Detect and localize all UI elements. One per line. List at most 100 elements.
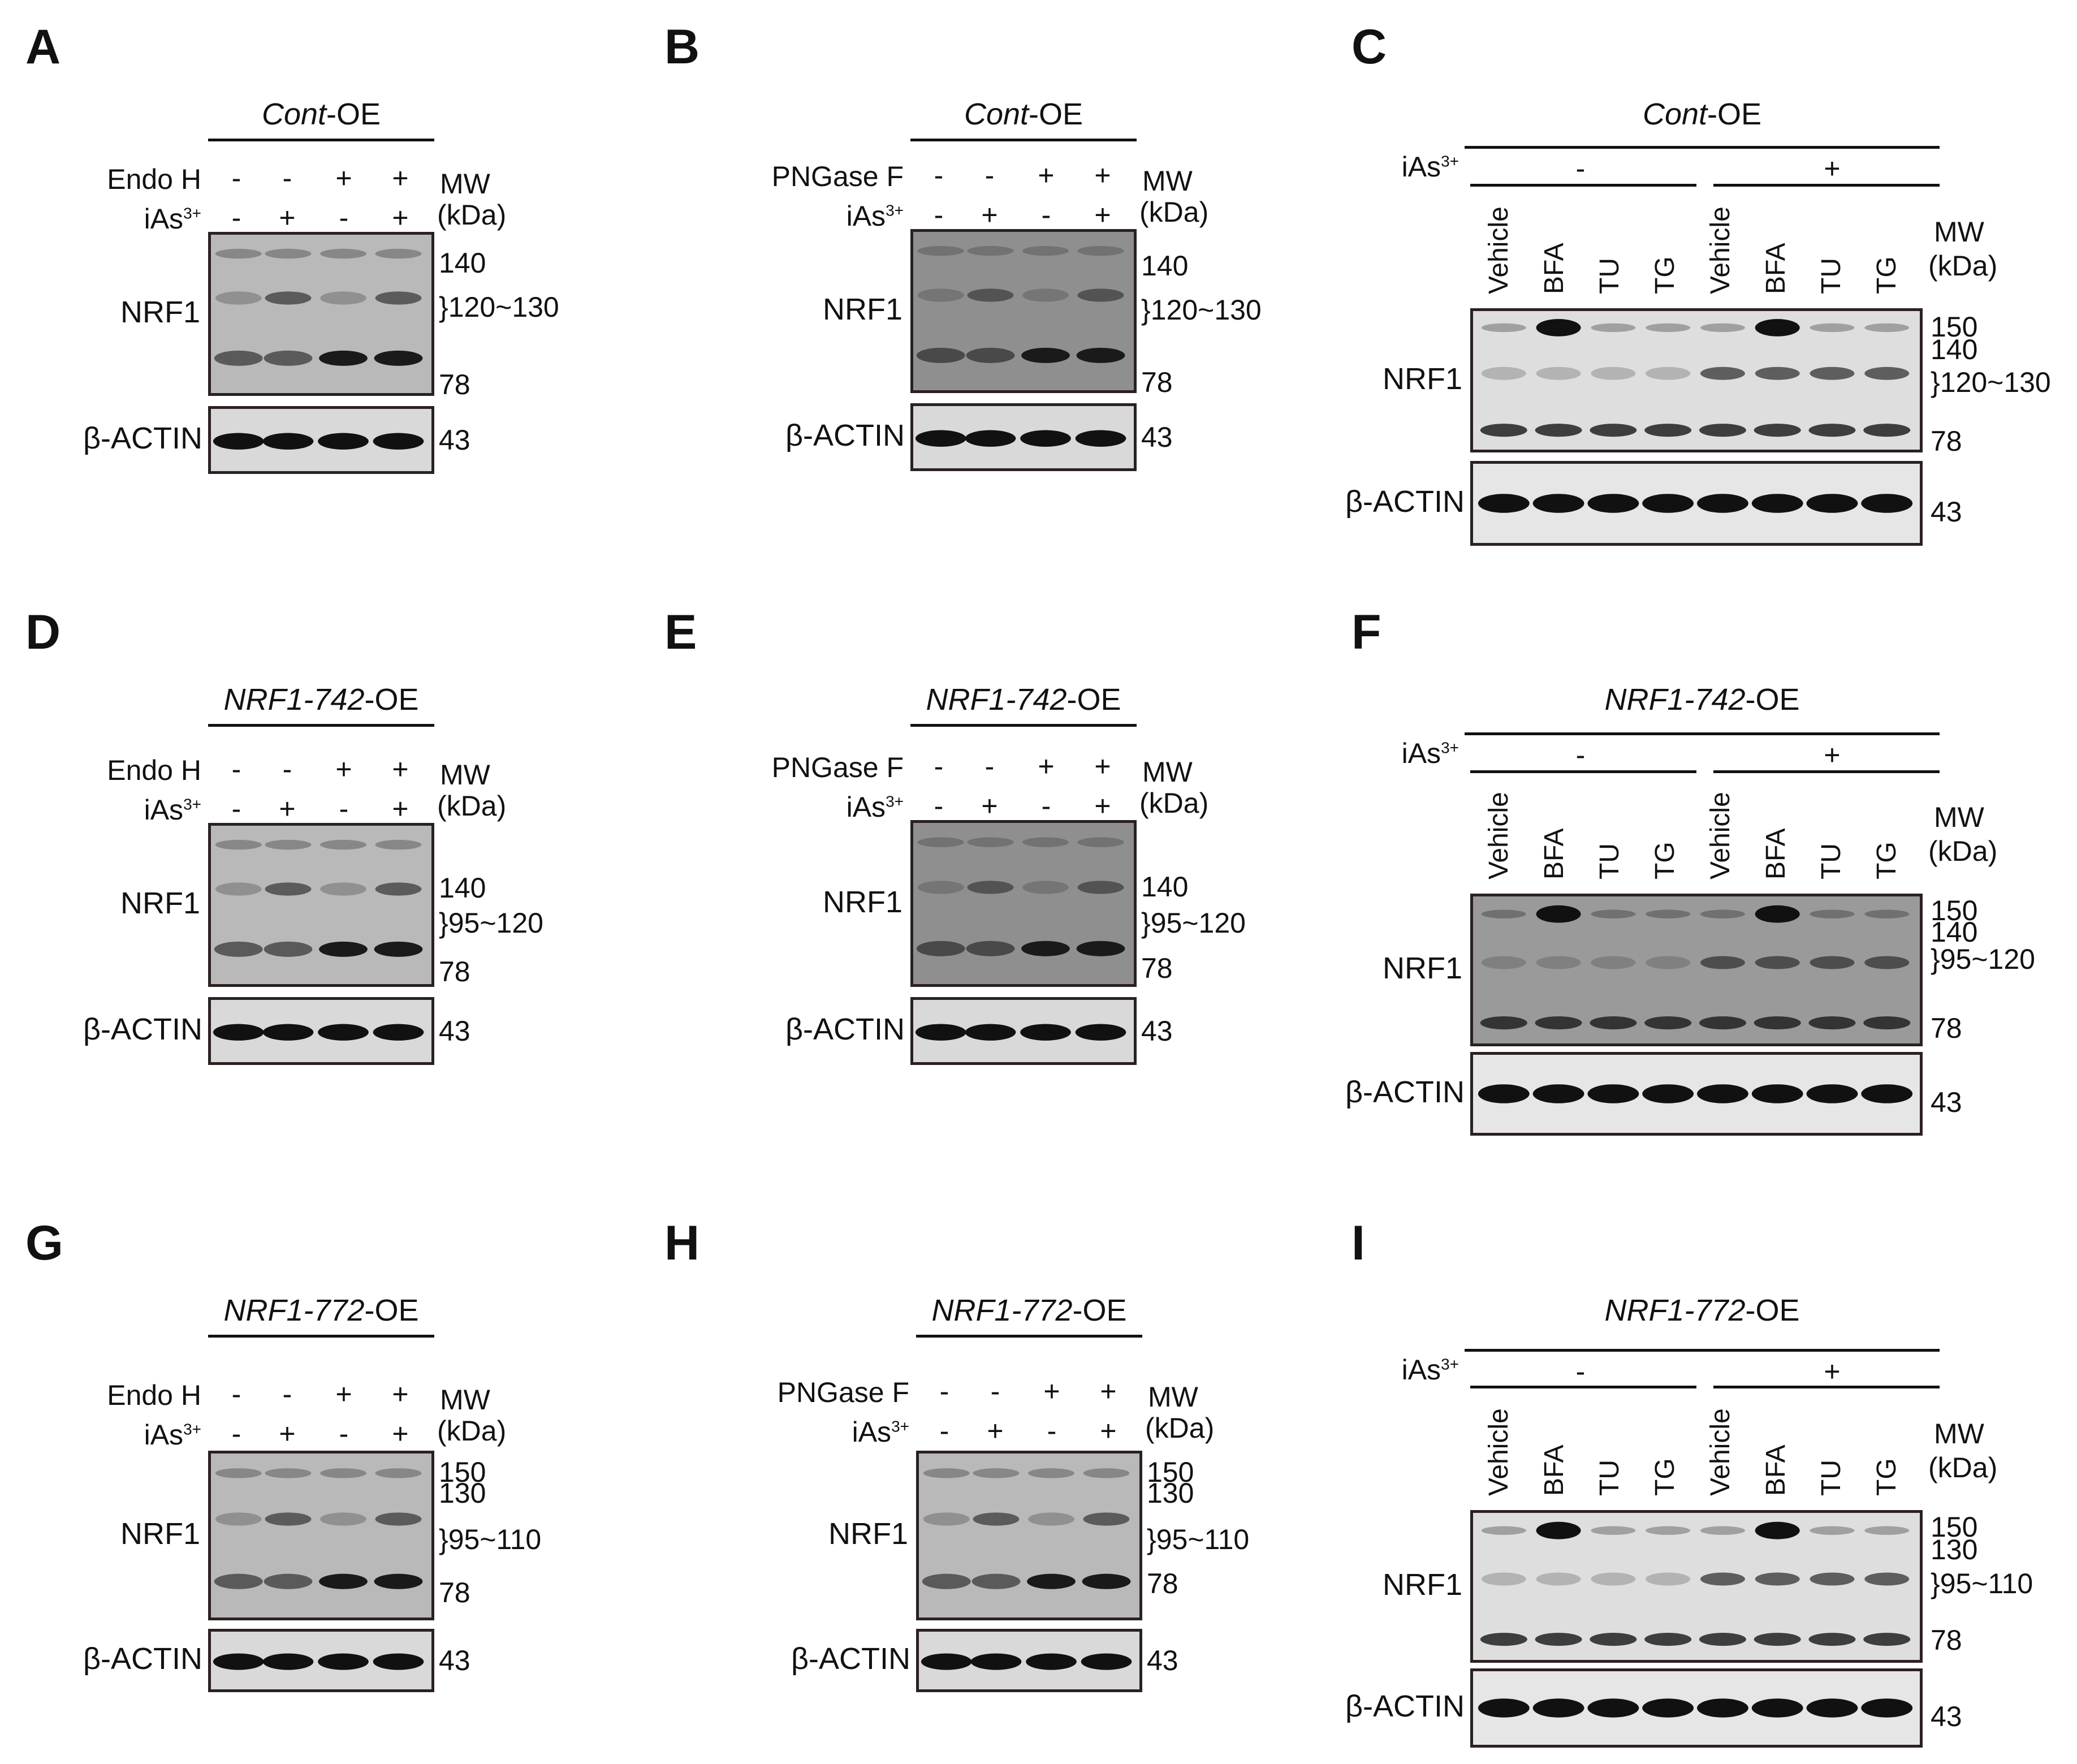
treatment-label: iAs3+ bbox=[1402, 153, 1459, 181]
protein-band bbox=[1021, 347, 1070, 363]
protein-band bbox=[1076, 347, 1125, 363]
mw-marker: 78 bbox=[1147, 1568, 1178, 1599]
protein-band bbox=[262, 1024, 314, 1041]
protein-band bbox=[1077, 881, 1124, 894]
treatment1-label: Endo H bbox=[107, 163, 201, 195]
mw-marker: 78 bbox=[1931, 425, 1962, 457]
lane-label: Vehicle bbox=[1705, 206, 1735, 294]
protein-band bbox=[1810, 956, 1855, 969]
mw-marker: }120~130 bbox=[1141, 294, 1262, 326]
protein-band bbox=[318, 433, 369, 450]
iAs-superscript: 3+ bbox=[183, 1420, 201, 1438]
protein-band bbox=[320, 1512, 366, 1526]
protein-band bbox=[1700, 1572, 1745, 1586]
protein-band bbox=[265, 882, 312, 896]
protein-band bbox=[1755, 1521, 1800, 1539]
protein-band bbox=[970, 1653, 1022, 1670]
group-line-minus bbox=[1470, 1386, 1696, 1388]
treatment2-sign: + bbox=[392, 1418, 409, 1450]
lane-label: TG bbox=[1872, 256, 1902, 294]
protein-band bbox=[1861, 494, 1913, 513]
lane-label: TU bbox=[1816, 1460, 1846, 1496]
protein-band bbox=[1646, 323, 1691, 333]
title-italic: NRF1-772 bbox=[223, 1293, 365, 1327]
treatment2-sign: - bbox=[231, 1418, 241, 1450]
protein-label: NRF1 bbox=[828, 1517, 908, 1551]
protein-band bbox=[1591, 366, 1636, 380]
protein-band bbox=[916, 941, 965, 956]
protein-band bbox=[1806, 1084, 1858, 1103]
protein-band bbox=[1864, 1526, 1910, 1535]
treatment1-sign: - bbox=[282, 1378, 292, 1410]
actin-marker: 43 bbox=[1147, 1645, 1178, 1676]
protein-band bbox=[1532, 1698, 1584, 1718]
protein-band bbox=[1536, 905, 1581, 923]
kda-label: (kDa) bbox=[437, 199, 507, 231]
protein-band bbox=[318, 1024, 369, 1041]
protein-band bbox=[1806, 1698, 1858, 1718]
protein-band bbox=[320, 882, 366, 896]
lane-label: BFA bbox=[1539, 828, 1569, 879]
treatment2-sign: + bbox=[279, 1418, 296, 1450]
protein-band bbox=[1480, 1633, 1527, 1646]
nrf1-blot bbox=[1470, 308, 1923, 452]
nrf1-blot bbox=[208, 823, 434, 987]
treatment2-sign: + bbox=[981, 790, 998, 822]
iAs-text: iAs bbox=[1401, 1354, 1441, 1386]
mw-marker: 78 bbox=[439, 1577, 470, 1608]
protein-band bbox=[1028, 1512, 1074, 1526]
protein-band bbox=[1642, 1698, 1694, 1718]
protein-band bbox=[1700, 366, 1745, 380]
loading-label: β-ACTIN bbox=[83, 421, 202, 455]
protein-band bbox=[1481, 323, 1526, 333]
kda-label: (kDa) bbox=[437, 790, 507, 822]
treatment2-label: iAs3+ bbox=[144, 796, 201, 824]
protein-band bbox=[214, 350, 263, 366]
protein-band bbox=[1810, 323, 1855, 333]
treatment1-sign: - bbox=[934, 159, 944, 191]
protein-band bbox=[1591, 956, 1636, 969]
protein-band bbox=[1864, 323, 1910, 333]
panel-letter: G bbox=[25, 1216, 63, 1270]
lane-label: BFA bbox=[1539, 243, 1569, 294]
panel-letter: F bbox=[1351, 605, 1381, 659]
nrf1-blot bbox=[208, 1451, 434, 1620]
title-italic: NRF1-742 bbox=[1604, 683, 1746, 717]
treatment2-sign: - bbox=[339, 793, 349, 825]
protein-band bbox=[1754, 1016, 1801, 1030]
title-italic: NRF1-742 bbox=[926, 683, 1067, 717]
protein-band bbox=[917, 837, 964, 847]
protein-band bbox=[1646, 909, 1691, 918]
protein-band bbox=[319, 350, 368, 366]
actin-marker: 43 bbox=[439, 1645, 470, 1676]
protein-band bbox=[1590, 424, 1637, 437]
protein-band bbox=[1587, 494, 1639, 513]
mw-label: MW bbox=[1934, 1418, 1984, 1450]
protein-band bbox=[1700, 956, 1745, 969]
loading-label: β-ACTIN bbox=[83, 1642, 202, 1676]
mw-marker: 78 bbox=[1141, 366, 1173, 398]
protein-band bbox=[373, 433, 424, 450]
title-rest: -OE bbox=[1745, 1293, 1800, 1327]
protein-band bbox=[1754, 424, 1801, 437]
mw-marker: }95~110 bbox=[1931, 1568, 2033, 1599]
treatment2-sign: + bbox=[279, 202, 296, 234]
panel-letter: I bbox=[1351, 1216, 1365, 1270]
protein-band bbox=[264, 941, 313, 957]
protein-band bbox=[320, 248, 366, 259]
protein-band bbox=[1863, 1633, 1911, 1646]
mw-marker: }95~120 bbox=[439, 907, 543, 939]
loading-label: β-ACTIN bbox=[1345, 1689, 1465, 1723]
treatment2-sign: + bbox=[1100, 1415, 1117, 1447]
mw-marker: 78 bbox=[1931, 1012, 1962, 1044]
protein-band bbox=[1646, 1526, 1691, 1535]
panel-title: NRF1-772-OE bbox=[1604, 1295, 1799, 1326]
title-italic: NRF1-772 bbox=[1604, 1293, 1746, 1327]
treatment2-sign: + bbox=[392, 793, 409, 825]
protein-label: NRF1 bbox=[1382, 951, 1462, 985]
group-sign: + bbox=[1824, 739, 1841, 771]
protein-band bbox=[1861, 1084, 1913, 1103]
loading-label: β-ACTIN bbox=[83, 1012, 202, 1046]
protein-band bbox=[967, 245, 1014, 256]
treatment1-sign: - bbox=[939, 1375, 949, 1407]
